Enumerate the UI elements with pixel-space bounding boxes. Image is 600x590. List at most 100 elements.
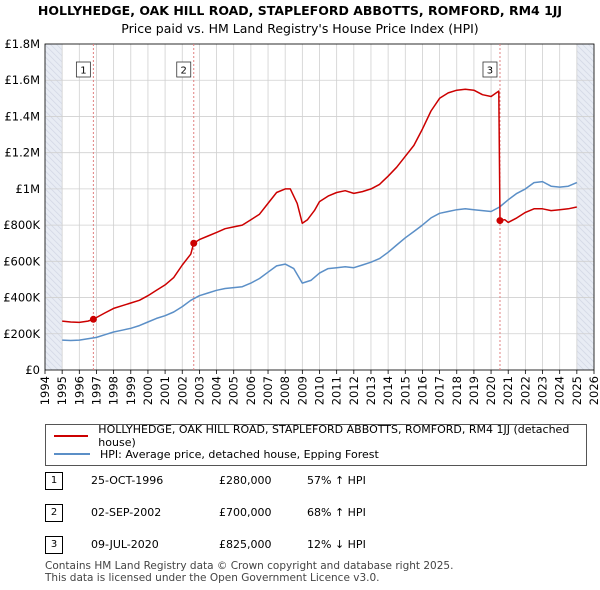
legend-swatch-hpi	[54, 453, 90, 455]
x-tick-label: 2012	[347, 376, 361, 405]
hatch-line	[576, 86, 595, 105]
hatch-line	[576, 200, 595, 219]
hatch-line	[44, 50, 63, 69]
hatch-line	[576, 182, 595, 201]
hatch-line	[576, 188, 595, 207]
x-tick-label: 2020	[484, 376, 498, 405]
sale-hpi-diff: 57% ↑ HPI	[307, 474, 366, 487]
hatch-line	[576, 62, 595, 81]
hatch-line	[576, 44, 595, 63]
sale-date: 02-SEP-2002	[91, 506, 162, 519]
hatch-line	[576, 314, 595, 333]
hatch-line	[44, 218, 63, 237]
sale-point	[496, 217, 504, 225]
hatch-line	[44, 344, 63, 363]
hatch-line	[44, 116, 63, 135]
hatch-line	[576, 242, 595, 261]
x-tick-label: 2010	[313, 376, 327, 405]
hatch-line	[44, 158, 63, 177]
x-tick-label: 2016	[415, 376, 429, 405]
sale-price: £700,000	[219, 506, 272, 519]
hatch-line	[576, 320, 595, 339]
hatch-line	[44, 74, 63, 93]
sale-number-label: 1	[80, 66, 86, 77]
footer-licence: This data is licensed under the Open Gov…	[45, 572, 380, 584]
hatch-line	[44, 68, 63, 87]
hatch-line	[44, 164, 63, 183]
footer: Contains HM Land Registry data © Crown c…	[45, 560, 453, 584]
hatch-line	[44, 110, 63, 129]
x-tick-label: 2019	[467, 376, 481, 405]
chart-title: HOLLYHEDGE, OAK HILL ROAD, STAPLEFORD AB…	[37, 3, 563, 18]
chart-subtitle: Price paid vs. HM Land Registry's House …	[121, 21, 479, 36]
hatch-line	[44, 134, 63, 153]
hatch-line	[576, 74, 595, 93]
hatch-line	[576, 140, 595, 159]
x-tick-label: 2015	[398, 376, 412, 405]
hatch-line	[576, 194, 595, 213]
y-tick-label: £1.6M	[4, 73, 40, 87]
hatch-line	[44, 350, 63, 369]
hatch-line	[576, 356, 591, 371]
hatch-line	[44, 284, 63, 303]
x-tick-label: 2007	[261, 376, 275, 405]
footer-copyright: Contains HM Land Registry data © Crown c…	[45, 560, 454, 572]
hatch-line	[44, 122, 63, 141]
hatch-line	[576, 80, 595, 99]
sale-number-box	[482, 61, 498, 78]
plot-frame	[44, 43, 595, 371]
sale-number: 3	[45, 536, 63, 554]
hatch-line	[576, 296, 595, 315]
hatch-line	[576, 248, 595, 267]
x-tick-label: 1995	[55, 376, 69, 405]
hatch-line	[44, 176, 63, 195]
hatch-line	[576, 308, 595, 327]
y-tick-label: £600K	[3, 254, 40, 268]
price-chart: £0 £200K £400K £600K £800K £1M £1.2M £1.4M £1.6M…	[3, 37, 600, 405]
hatch-line	[576, 326, 595, 345]
hatch-line	[576, 98, 595, 117]
hatch-line	[576, 176, 595, 195]
hatch-line	[44, 302, 63, 321]
x-tick-label: 2018	[450, 376, 464, 405]
sale-price: £825,000	[219, 538, 272, 551]
hatch-line	[44, 206, 63, 225]
hatch-line	[576, 284, 595, 303]
hatch-line	[576, 254, 595, 273]
x-tick-label: 1996	[72, 376, 86, 405]
x-tick-label: 2006	[244, 376, 258, 405]
hatch-line	[576, 152, 595, 171]
legend-entry-property: HOLLYHEDGE, OAK HILL ROAD, STAPLEFORD AB…	[54, 423, 586, 449]
hatch-line	[576, 110, 595, 129]
x-tick-label: 2023	[536, 376, 550, 405]
x-tick-label: 2017	[433, 376, 447, 405]
hatch-line	[576, 230, 595, 249]
hatch-line	[49, 43, 63, 57]
hatch-line	[587, 43, 595, 51]
x-tick-label: 2005	[227, 376, 241, 405]
shade-after-data	[576, 44, 594, 370]
hatch-line	[576, 344, 595, 363]
hatch-line	[44, 236, 63, 255]
x-tick-label: 2022	[518, 376, 532, 405]
legend-entry-hpi: HPI: Average price, detached house, Eppi…	[54, 445, 379, 463]
hatch-line	[44, 44, 63, 63]
hatch-line	[44, 266, 63, 285]
hatch-line	[44, 56, 63, 75]
hatch-line	[44, 272, 63, 291]
hatch-line	[44, 86, 63, 105]
hatch-line	[576, 338, 595, 357]
sale-hpi-diff: 68% ↑ HPI	[307, 506, 366, 519]
x-tick-label: 2014	[381, 376, 395, 405]
chart-legend: HOLLYHEDGE, OAK HILL ROAD, STAPLEFORD AB…	[45, 423, 587, 466]
hatch-line	[576, 56, 595, 75]
hatch-line	[576, 170, 595, 189]
x-tick-label: 1999	[124, 376, 138, 405]
hatch-line	[576, 122, 595, 141]
sale-date: 09-JUL-2020	[91, 538, 159, 551]
hatch-line	[44, 170, 63, 189]
hatch-line	[576, 278, 595, 297]
hatch-line	[44, 194, 63, 213]
hatch-line	[576, 290, 595, 309]
hatch-line	[576, 260, 595, 279]
